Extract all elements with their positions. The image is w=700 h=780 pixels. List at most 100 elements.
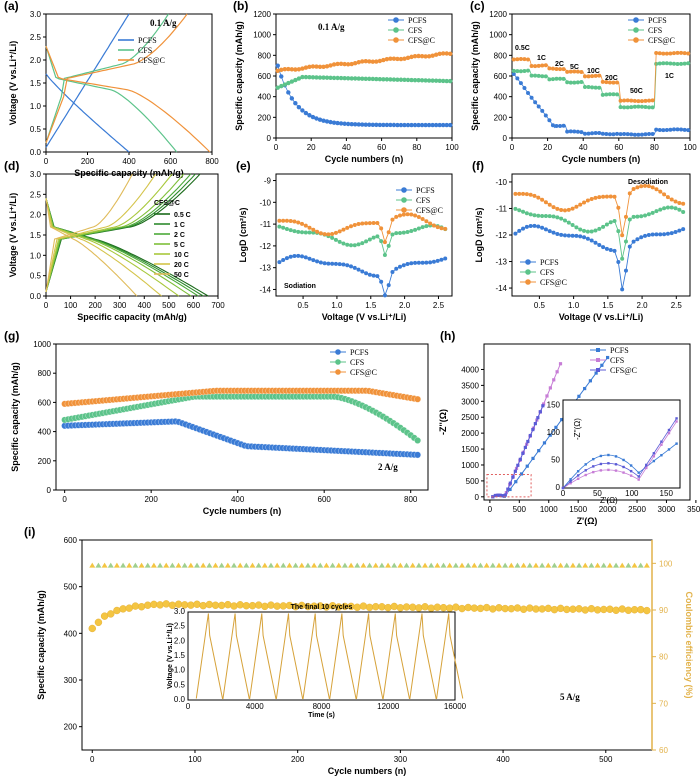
data-point-CFS [631, 214, 636, 219]
data-point-PCFS [525, 464, 529, 468]
x-tick-label: 0 [510, 143, 515, 152]
data-point-CFS [521, 209, 526, 214]
x-tick-label: 20 [307, 143, 316, 152]
data-point-PCFS [669, 231, 674, 236]
data-point-PCFS [515, 76, 520, 81]
inset-point-CFS [576, 477, 580, 480]
data-point-PCFS [606, 355, 610, 360]
efficiency-point [637, 562, 644, 568]
y-tick-label: -13 [495, 258, 507, 267]
data-point-CFS [398, 77, 404, 82]
data-point-CFS [639, 104, 644, 109]
y-tick-label: 2.5 [30, 33, 42, 42]
data-point-CFS [367, 76, 372, 82]
data-point-PCFS [579, 130, 584, 135]
data-point-CFS [311, 230, 316, 235]
data-point-PCFS [433, 122, 439, 128]
inset-point-PCFS [660, 454, 663, 457]
efficiency-point [446, 562, 453, 568]
data-point-PCFS [310, 114, 316, 120]
data-point-CFS [333, 237, 338, 242]
x-tick-label: 0.5 [534, 301, 546, 310]
inset-y-tick: 100 [547, 428, 561, 437]
data-point-CFS [382, 252, 387, 257]
data-point-PCFS [675, 127, 680, 132]
data-point-PCFS [570, 233, 575, 238]
data-point-PCFS [524, 224, 529, 229]
legend-label-cfs: CFS [416, 196, 430, 205]
inset-y-tick: 2.5 [174, 622, 186, 631]
data-point-PCFS [623, 268, 628, 273]
data-point-CFS [611, 92, 616, 97]
series-line-charge [45, 173, 173, 293]
data-point-PCFS [382, 293, 387, 298]
data-point-CFS@C [328, 63, 333, 68]
data-point-CFS [593, 85, 598, 90]
x-tick-label: 300 [394, 755, 408, 764]
data-point-CFS@C [423, 54, 428, 59]
capacity-point [575, 605, 583, 613]
data-point-PCFS [335, 120, 340, 126]
capacity-point [372, 602, 380, 611]
data-point-CFS@C [419, 54, 425, 59]
data-point-CFS [518, 69, 523, 74]
data-point-CFS@C [582, 74, 587, 79]
data-point-CFS@C [371, 220, 376, 225]
capacity-point [470, 604, 479, 612]
efficiency-point [120, 562, 127, 568]
data-point-PCFS [326, 261, 331, 266]
panel-label: (a) [4, 0, 19, 13]
capacity-point [88, 624, 96, 633]
data-point-CFS [409, 229, 414, 234]
inset-y-tick: 0 [556, 483, 561, 492]
data-point-CFS@C [565, 69, 570, 74]
data-point-PCFS [600, 131, 605, 136]
legend-label: 5 C [174, 242, 185, 249]
capacity-point [353, 603, 361, 612]
inset-title: The final 10 cycles [291, 604, 353, 611]
inset-point-CFS@C [569, 480, 572, 483]
data-point-CFS@C [277, 218, 282, 223]
inset-point-CFS [637, 478, 640, 481]
data-point-CFS [367, 237, 372, 242]
data-point-CFS [413, 227, 418, 232]
series-line-CFS [279, 225, 446, 257]
inset-point-PCFS [576, 470, 580, 473]
data-point-CFS@C [572, 69, 577, 74]
data-point-PCFS [431, 259, 436, 264]
capacity-point [273, 602, 281, 610]
data-point-CFS [536, 213, 541, 218]
efficiency-point [526, 562, 533, 568]
data-point-PCFS [562, 233, 567, 238]
data-point-CFS [540, 74, 545, 79]
data-point-CFS@C [531, 427, 535, 432]
data-point-CFS@C [367, 59, 372, 64]
data-point-PCFS [367, 272, 372, 277]
data-point-PCFS [360, 269, 365, 274]
data-point-CFS@C [522, 57, 527, 62]
data-point-CFS [279, 83, 284, 89]
x-tick-label: 20 [543, 143, 552, 152]
y-tick-label: 2.5 [30, 190, 42, 199]
data-point-PCFS [607, 132, 612, 137]
x-tick-label: 100 [445, 143, 459, 152]
y-tick-label: 600 [64, 536, 78, 545]
data-point-CFS [565, 80, 570, 85]
legend-marker [393, 17, 399, 23]
data-point-CFS@C [646, 184, 651, 189]
efficiency-point [187, 562, 194, 568]
capacity-point [618, 605, 626, 613]
data-point-CFS [529, 73, 534, 78]
data-point-PCFS [639, 235, 644, 240]
data-point-CFS [341, 241, 346, 246]
efficiency-point [403, 562, 410, 568]
legend-label: 0.5 C [174, 212, 191, 219]
y-tick-label: 2000 [461, 429, 479, 438]
data-point-PCFS [594, 371, 598, 375]
data-point-PCFS [618, 132, 623, 137]
legend-marker [596, 358, 600, 362]
data-point-CFS [300, 230, 304, 235]
data-point-PCFS [518, 81, 523, 86]
data-point-CFS [419, 78, 425, 83]
data-point-CFS [646, 212, 651, 217]
